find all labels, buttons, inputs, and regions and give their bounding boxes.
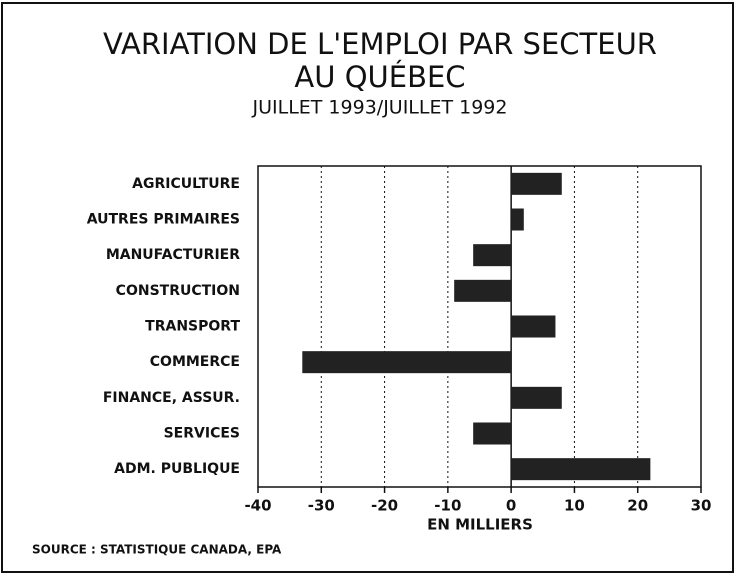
x-axis-label: EN MILLIERS: [427, 516, 533, 534]
chart-title: VARIATION DE L'EMPLOI PAR SECTEUR: [103, 27, 657, 61]
bar: [511, 315, 556, 338]
y-tick-label: TRANSPORT: [145, 319, 240, 335]
y-tick-label: AGRICULTURE: [132, 176, 240, 192]
y-tick-label: COMMERCE: [150, 354, 240, 370]
bar: [473, 422, 512, 445]
bar: [511, 458, 651, 481]
x-tick-label: -40: [244, 497, 271, 515]
bar: [511, 208, 524, 231]
chart-subtitle: JUILLET 1993/JUILLET 1992: [252, 97, 508, 119]
x-tick-label: 0: [506, 497, 516, 515]
bar: [302, 351, 512, 374]
y-tick-label: AUTRES PRIMAIRES: [87, 212, 240, 228]
bar: [511, 172, 562, 195]
x-tick-label: -10: [434, 497, 461, 515]
y-tick-label: ADM. PUBLIQUE: [114, 461, 240, 477]
y-tick-label: MANUFACTURIER: [106, 247, 240, 263]
bar: [511, 386, 562, 409]
bar: [454, 279, 512, 302]
y-tick-label: SERVICES: [164, 426, 240, 442]
x-tick-label: 20: [627, 497, 648, 515]
y-tick-label: FINANCE, ASSUR.: [103, 390, 240, 406]
x-tick-label: -20: [371, 497, 398, 515]
source: SOURCE : STATISTIQUE CANADA, EPA: [32, 543, 282, 557]
plot-frame: [257, 165, 702, 488]
y-tick-label: CONSTRUCTION: [116, 283, 240, 299]
x-tick-label: 10: [564, 497, 585, 515]
x-tick-label: 30: [691, 497, 712, 515]
x-tick-label: -30: [308, 497, 335, 515]
bar: [473, 244, 512, 267]
chart-title: AU QUÉBEC: [294, 60, 465, 94]
